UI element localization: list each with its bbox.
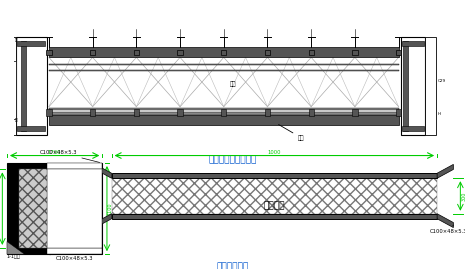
Polygon shape [95,164,112,178]
Bar [19,169,46,248]
Text: C100×48×5.3: C100×48×5.3 [49,255,93,261]
Bar [403,41,408,131]
Bar [221,109,226,116]
Bar [46,109,52,116]
Bar [265,50,270,55]
Text: 圩: 圩 [15,38,17,42]
Bar [7,163,102,254]
Text: 桁制: 桁制 [279,125,305,141]
Bar [90,109,95,116]
Bar [18,41,46,46]
Bar [134,109,139,116]
Bar [112,214,437,219]
Text: 1000: 1000 [267,150,281,154]
Bar [7,37,16,136]
Bar [402,126,424,131]
Bar [49,115,399,125]
Bar [352,50,358,55]
Text: 1100: 1100 [108,202,113,215]
Text: H: H [438,112,441,116]
Bar [18,126,46,131]
Bar [396,50,401,55]
Bar [425,37,436,136]
Text: C29: C29 [438,79,446,83]
Text: 桁架水平通道立面图: 桁架水平通道立面图 [208,155,257,164]
Bar [49,47,399,57]
Bar [265,109,270,116]
Text: 300: 300 [462,191,465,201]
Text: 水平通道: 水平通道 [264,202,285,211]
Bar [19,169,46,248]
Bar [46,163,102,169]
Bar [221,50,226,55]
Bar [309,50,314,55]
Bar [396,109,401,116]
Text: 1-1节制: 1-1节制 [7,254,21,259]
Bar [49,108,399,110]
Polygon shape [95,214,112,228]
Text: 1700: 1700 [48,150,61,154]
Text: C100×48×5.3: C100×48×5.3 [40,150,100,162]
Bar [90,50,95,55]
Bar [20,41,26,131]
Bar [46,50,52,55]
Text: 圩: 圩 [15,118,17,122]
Bar [1,62,16,119]
Bar [178,50,183,55]
Polygon shape [437,164,453,178]
Bar [46,169,102,248]
Bar [352,109,358,116]
Text: 水平通道详图: 水平通道详图 [216,262,249,269]
Bar [309,109,314,116]
Text: 800: 800 [0,204,1,213]
Bar [46,248,102,254]
Bar [112,173,437,178]
Bar [49,70,399,71]
Bar [134,50,139,55]
Bar [49,63,399,65]
Bar [49,112,399,115]
Text: 桁架: 桁架 [229,82,236,87]
Polygon shape [7,242,24,254]
Polygon shape [437,214,453,228]
Bar [402,41,424,46]
Bar [401,37,425,136]
Bar [112,178,437,214]
Bar [16,37,46,136]
Bar [178,109,183,116]
Text: C100×48×5.3: C100×48×5.3 [430,225,465,234]
